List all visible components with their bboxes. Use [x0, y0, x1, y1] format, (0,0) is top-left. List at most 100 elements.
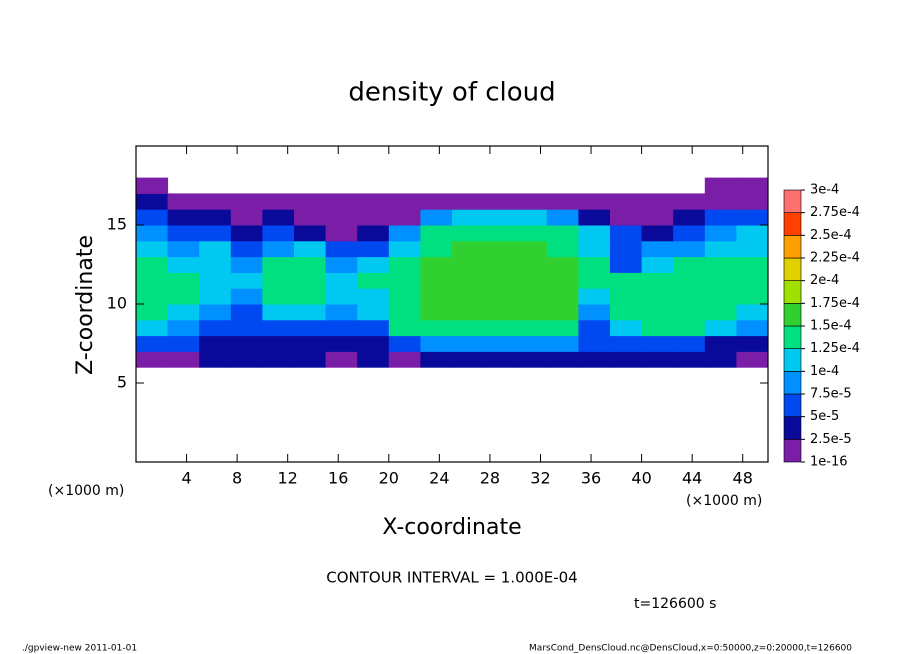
- heatmap-cell: [199, 288, 232, 305]
- heatmap-cell: [610, 351, 643, 368]
- heatmap-cell: [452, 240, 485, 258]
- heatmap-cell: [641, 335, 674, 352]
- heatmap-cell: [641, 304, 674, 321]
- heatmap-cell: [230, 288, 263, 305]
- y-axis-label: Z-coordinate: [73, 235, 98, 375]
- y-tick-label: 5: [117, 373, 127, 392]
- heatmap-cell: [230, 272, 263, 289]
- heatmap-cell: [262, 272, 295, 289]
- heatmap-cell: [420, 304, 453, 321]
- heatmap-cell: [578, 304, 611, 321]
- heatmap-cell: [515, 193, 548, 210]
- heatmap-cell: [515, 288, 548, 305]
- heatmap-cell: [673, 272, 706, 289]
- heatmap-cell: [420, 225, 453, 242]
- heatmap-cell: [704, 225, 737, 242]
- heatmap-cell: [641, 256, 674, 273]
- heatmap-cell: [325, 351, 358, 368]
- x-tick-label: 32: [530, 469, 550, 488]
- heatmap-cell: [578, 240, 611, 258]
- heatmap-cell: [136, 256, 169, 273]
- colorbar-label: 2.75e-4: [810, 205, 860, 220]
- heatmap-cell: [546, 193, 579, 210]
- heatmap-cell: [704, 256, 737, 273]
- heatmap-cell: [673, 288, 706, 305]
- heatmap-cell: [325, 256, 358, 273]
- heatmap-cell: [546, 225, 579, 242]
- heatmap-cell: [704, 272, 737, 289]
- heatmap-cell: [673, 256, 706, 273]
- heatmap-cell: [262, 225, 295, 242]
- x-tick-label: 8: [232, 469, 242, 488]
- heatmap-cell: [230, 351, 263, 368]
- heatmap-cell: [578, 288, 611, 305]
- heatmap-cell: [673, 209, 706, 226]
- colorbar-label: 7.5e-5: [810, 387, 852, 402]
- colorbar-label: 2.5e-5: [810, 432, 852, 447]
- heatmap-cell: [357, 335, 390, 352]
- heatmap-cell: [578, 225, 611, 242]
- heatmap-cell: [515, 304, 548, 321]
- heatmap-cell: [325, 240, 358, 258]
- heatmap-cell: [230, 256, 263, 273]
- heatmap-cell: [199, 209, 232, 226]
- colorbar-swatch: [783, 371, 802, 395]
- x-tick-label: 36: [581, 469, 601, 488]
- heatmap-cell: [357, 304, 390, 321]
- y-unit: (×1000 m): [48, 483, 124, 499]
- heatmap-cell: [388, 240, 421, 258]
- x-tick-label: 44: [682, 469, 702, 488]
- heatmap-cell: [452, 225, 485, 242]
- heatmap-cell: [325, 209, 358, 226]
- heatmap-cell: [167, 209, 200, 226]
- heatmap-cell: [452, 272, 485, 289]
- heatmap-cell: [388, 319, 421, 337]
- heatmap-cell: [546, 288, 579, 305]
- x-tick-label: 4: [181, 469, 191, 488]
- heatmap-cell: [262, 240, 295, 258]
- heatmap-cell: [610, 193, 643, 210]
- heatmap-cell: [420, 240, 453, 258]
- heatmap-cell: [546, 335, 579, 352]
- heatmap-cell: [136, 335, 169, 352]
- heatmap-cell: [325, 225, 358, 242]
- heatmap-cell: [388, 209, 421, 226]
- heatmap-cell: [167, 288, 200, 305]
- heatmap-cell: [167, 272, 200, 289]
- heatmap-cell: [578, 319, 611, 337]
- heatmap-cell: [578, 193, 611, 210]
- heatmap-cell: [294, 240, 327, 258]
- heatmap-cell: [610, 288, 643, 305]
- heatmap-cell: [704, 209, 737, 226]
- heatmap-cell: [704, 351, 737, 368]
- heatmap-cell: [736, 193, 769, 210]
- heatmap-cell: [704, 335, 737, 352]
- heatmap-cell: [704, 319, 737, 337]
- heatmap-cell: [294, 304, 327, 321]
- footer-left: ./gpview-new 2011-01-01: [22, 644, 137, 654]
- colorbar-label: 2.5e-4: [810, 228, 852, 243]
- heatmap-cell: [199, 240, 232, 258]
- heatmap-cell: [641, 319, 674, 337]
- x-tick-label: 24: [429, 469, 449, 488]
- heatmap-cell: [452, 304, 485, 321]
- heatmap-cell: [199, 319, 232, 337]
- heatmap-cell: [388, 225, 421, 242]
- heatmap-cell: [420, 209, 453, 226]
- colorbar-label: 1e-4: [810, 364, 839, 379]
- heatmap-cell: [610, 319, 643, 337]
- chart-title: density of cloud: [348, 78, 555, 108]
- heatmap-cell: [483, 209, 516, 226]
- heatmap-cell: [136, 177, 169, 194]
- heatmap-cell: [736, 288, 769, 305]
- heatmap-cell: [546, 304, 579, 321]
- heatmap-cell: [578, 209, 611, 226]
- heatmap-cell: [167, 335, 200, 352]
- heatmap-cell: [167, 319, 200, 337]
- heatmap-cell: [452, 319, 485, 337]
- heatmap-cell: [294, 335, 327, 352]
- heatmap-cell: [388, 304, 421, 321]
- heatmap-cell: [736, 225, 769, 242]
- y-tick-label: 10: [107, 294, 127, 313]
- x-unit: (×1000 m): [686, 493, 762, 509]
